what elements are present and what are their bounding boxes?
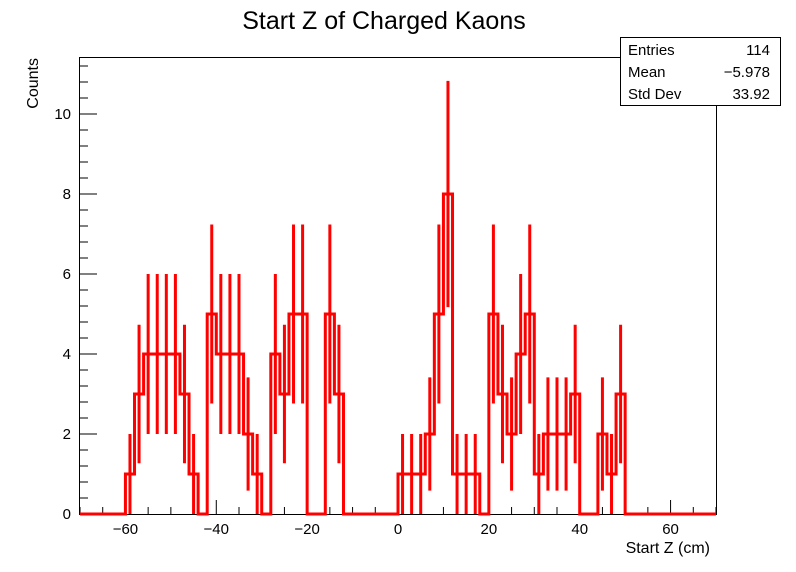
y-tick-label: 0: [63, 506, 71, 523]
y-tick-label: 6: [63, 266, 71, 283]
y-tick-labels: 0 2 4 6 8 10: [54, 106, 71, 523]
stats-mean-label: Mean: [628, 64, 666, 81]
x-tick-label: −60: [113, 521, 138, 538]
error-bars: [128, 80, 623, 514]
stats-entries-value: 114: [746, 42, 770, 59]
stats-stddev-label: Std Dev: [628, 86, 682, 103]
stats-mean-value: −5.978: [724, 64, 770, 81]
x-axis-label: Start Z (cm): [626, 540, 710, 557]
x-tick-label: 0: [394, 521, 402, 538]
chart-title: Start Z of Charged Kaons: [242, 7, 525, 35]
y-tick-label: 4: [63, 346, 71, 363]
y-axis-label: Counts: [25, 58, 42, 109]
stats-box: Entries 114 Mean −5.978 Std Dev 33.92: [620, 37, 781, 106]
stats-box-frame: [620, 37, 781, 106]
y-tick-label: 10: [54, 106, 71, 123]
x-tick-labels: −60 −40 −20 0 20 40 60: [113, 521, 679, 538]
histogram-line: [80, 192, 716, 516]
x-tick-label: 20: [481, 521, 498, 538]
x-tick-label: −20: [294, 521, 319, 538]
stats-entries-label: Entries: [628, 42, 675, 59]
x-tick-label: 60: [662, 521, 679, 538]
y-tick-label: 2: [63, 426, 71, 443]
stats-stddev-value: 33.92: [732, 86, 770, 103]
y-tick-label: 8: [63, 186, 71, 203]
x-tick-label: −40: [204, 521, 229, 538]
x-tick-label: 40: [571, 521, 588, 538]
